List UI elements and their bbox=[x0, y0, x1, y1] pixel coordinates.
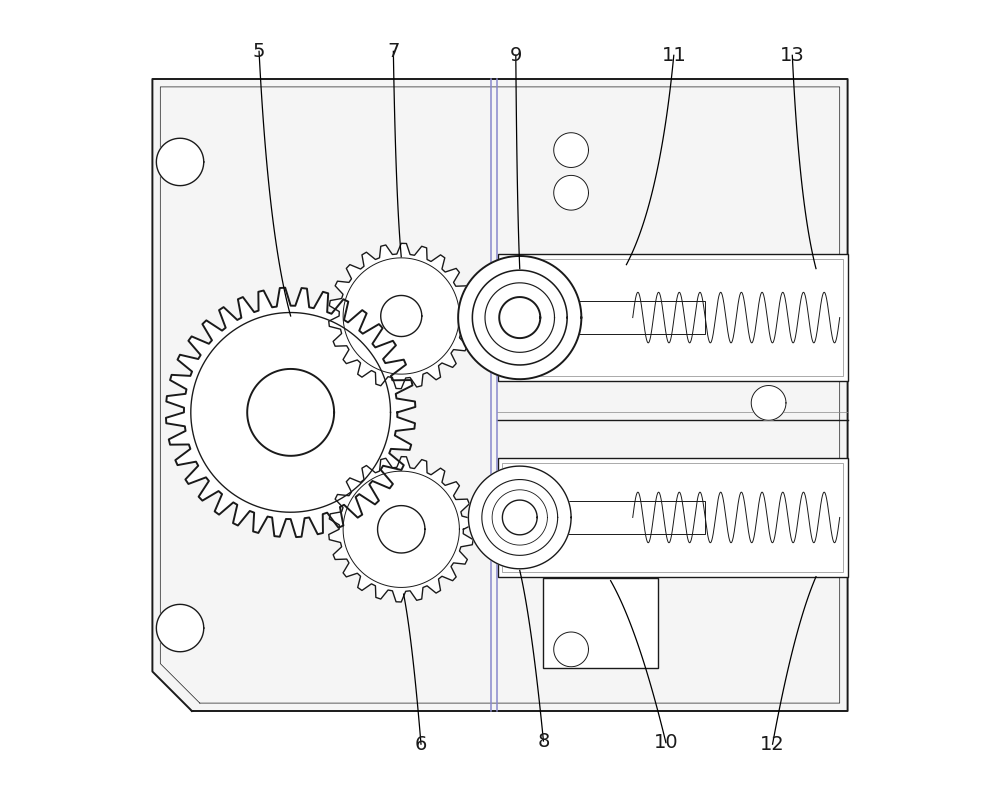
Polygon shape bbox=[152, 79, 848, 711]
Polygon shape bbox=[499, 297, 540, 338]
Text: 6: 6 bbox=[415, 735, 427, 754]
Text: 10: 10 bbox=[654, 733, 678, 752]
Polygon shape bbox=[166, 288, 415, 537]
Text: 7: 7 bbox=[387, 42, 400, 61]
Bar bbox=[498, 254, 848, 381]
Polygon shape bbox=[554, 175, 588, 210]
Bar bbox=[498, 301, 705, 334]
Bar bbox=[543, 578, 658, 668]
Text: 13: 13 bbox=[780, 46, 805, 65]
Polygon shape bbox=[502, 500, 537, 535]
Text: 11: 11 bbox=[661, 46, 686, 65]
Polygon shape bbox=[156, 138, 204, 186]
Polygon shape bbox=[156, 604, 204, 652]
Polygon shape bbox=[381, 295, 422, 337]
Polygon shape bbox=[247, 369, 334, 456]
Polygon shape bbox=[329, 457, 474, 602]
Bar bbox=[498, 458, 848, 577]
Text: 5: 5 bbox=[253, 42, 265, 61]
Text: 8: 8 bbox=[537, 732, 550, 750]
Bar bbox=[498, 501, 705, 534]
Polygon shape bbox=[554, 133, 588, 167]
Polygon shape bbox=[751, 386, 786, 420]
Polygon shape bbox=[458, 256, 581, 379]
Polygon shape bbox=[468, 466, 571, 569]
Bar bbox=[502, 463, 843, 572]
Bar bbox=[502, 259, 843, 376]
Text: 12: 12 bbox=[760, 735, 785, 754]
Polygon shape bbox=[378, 506, 425, 553]
Polygon shape bbox=[554, 632, 588, 667]
Polygon shape bbox=[329, 243, 474, 389]
Text: 9: 9 bbox=[510, 46, 522, 65]
